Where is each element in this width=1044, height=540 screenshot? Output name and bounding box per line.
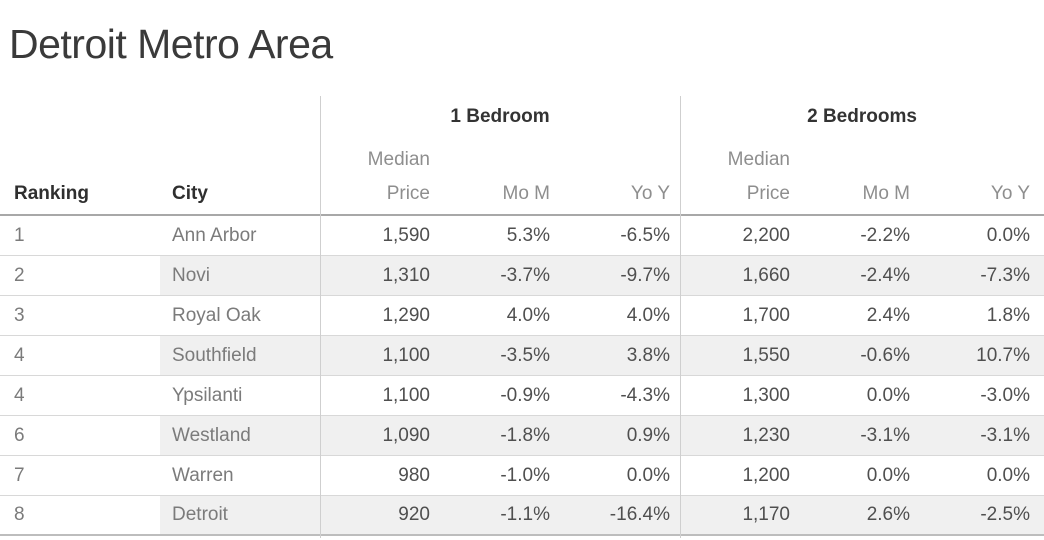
br2-yoy-cell: 0.0% xyxy=(986,224,1030,246)
br2-median-price-cell: 2,200 xyxy=(742,224,790,246)
br1-yoy-cell: 0.0% xyxy=(626,464,670,486)
br2-mom-cell: 0.0% xyxy=(866,464,910,486)
br2-yoy-cell: 10.7% xyxy=(920,336,1044,375)
br1-yoy-cell: 4.0% xyxy=(626,304,670,326)
column-header-br2-mom: Mo M xyxy=(862,183,911,204)
br2-median-price-cell: 1,230 xyxy=(680,416,800,455)
br2-mom-cell: 2.6% xyxy=(800,496,920,534)
br1-mom-cell: -3.7% xyxy=(440,256,560,295)
br1-median-price-cell: 1,100 xyxy=(382,384,430,406)
column-header-city: City xyxy=(172,183,208,204)
city-cell: Ypsilanti xyxy=(172,384,243,406)
br2-yoy-cell: -3.1% xyxy=(920,416,1044,455)
column-header-br1-mom: Mo M xyxy=(502,183,551,204)
ranking-cell: 7 xyxy=(0,456,160,495)
rent-table: 1 Bedroom 2 Bedrooms Ranking City Median… xyxy=(0,96,1044,536)
br1-yoy-cell: -9.7% xyxy=(560,256,680,295)
br1-median-price-cell: 980 xyxy=(398,464,430,486)
br2-yoy-cell: 1.8% xyxy=(986,304,1030,326)
br1-mom-cell: -3.5% xyxy=(440,336,560,375)
city-cell: Southfield xyxy=(160,336,320,375)
br1-mom-cell: -1.8% xyxy=(440,416,560,455)
city-cell: Novi xyxy=(160,256,320,295)
br1-yoy-cell: -16.4% xyxy=(560,496,680,534)
ranking-cell: 4 xyxy=(0,336,160,375)
city-cell: Royal Oak xyxy=(172,304,261,326)
br1-yoy-cell: -4.3% xyxy=(620,384,670,406)
br2-yoy-cell: -3.0% xyxy=(980,384,1030,406)
ranking-cell: 2 xyxy=(0,256,160,295)
page-title: Detroit Metro Area xyxy=(9,21,333,67)
table-row: 4 Ypsilanti 1,100 -0.9% -4.3% 1,300 0.0%… xyxy=(0,376,1044,416)
ranking-cell: 1 xyxy=(0,216,160,255)
br1-yoy-cell: -6.5% xyxy=(620,224,670,246)
br2-median-price-cell: 1,200 xyxy=(742,464,790,486)
median-label-line1: Median xyxy=(367,149,430,170)
br1-mom-cell: 5.3% xyxy=(506,224,550,246)
city-cell: Warren xyxy=(172,464,234,486)
br1-mom-cell: -1.1% xyxy=(440,496,560,534)
ranking-cell: 8 xyxy=(0,496,160,534)
br2-mom-cell: 0.0% xyxy=(866,384,910,406)
br1-median-price-cell: 1,290 xyxy=(382,304,430,326)
city-cell: Ann Arbor xyxy=(172,224,257,246)
column-header-br1-yoy: Yo Y xyxy=(630,183,670,204)
table-row: 7 Warren 980 -1.0% 0.0% 1,200 0.0% 0.0% xyxy=(0,456,1044,496)
br1-mom-cell: -0.9% xyxy=(500,384,550,406)
br1-median-price-cell: 1,590 xyxy=(382,224,430,246)
br1-yoy-cell: 0.9% xyxy=(560,416,680,455)
group-header-1-bedroom: 1 Bedroom xyxy=(450,106,550,127)
column-divider xyxy=(680,96,681,538)
ranking-cell: 3 xyxy=(0,296,160,335)
table-row: 2 Novi 1,310 -3.7% -9.7% 1,660 -2.4% -7.… xyxy=(0,256,1044,296)
group-header-2-bedrooms: 2 Bedrooms xyxy=(807,106,917,127)
column-header-ranking: Ranking xyxy=(14,183,89,204)
br2-median-price-cell: 1,550 xyxy=(680,336,800,375)
column-header-br2-yoy: Yo Y xyxy=(990,183,1030,204)
br1-median-price-cell: 1,100 xyxy=(320,336,440,375)
br2-mom-cell: -0.6% xyxy=(800,336,920,375)
table-row: 6 Westland 1,090 -1.8% 0.9% 1,230 -3.1% … xyxy=(0,416,1044,456)
br2-median-price-cell: 1,660 xyxy=(680,256,800,295)
br2-mom-cell: 2.4% xyxy=(866,304,910,326)
group-header-spacer xyxy=(0,106,320,128)
ranking-cell: 4 xyxy=(0,376,160,415)
city-cell: Westland xyxy=(160,416,320,455)
br2-yoy-cell: -7.3% xyxy=(920,256,1044,295)
table-header: 1 Bedroom 2 Bedrooms Ranking City Median… xyxy=(0,96,1044,216)
group-header-row: 1 Bedroom 2 Bedrooms xyxy=(0,96,1044,128)
median-label-line1: Median xyxy=(727,149,790,170)
table-row: 3 Royal Oak 1,290 4.0% 4.0% 1,700 2.4% 1… xyxy=(0,296,1044,336)
column-divider xyxy=(320,96,321,538)
br1-median-price-cell: 1,310 xyxy=(320,256,440,295)
br2-mom-cell: -3.1% xyxy=(800,416,920,455)
br1-median-price-cell: 920 xyxy=(320,496,440,534)
table-row: 4 Southfield 1,100 -3.5% 3.8% 1,550 -0.6… xyxy=(0,336,1044,376)
column-header-br1-median-price: Median Price xyxy=(320,143,440,211)
br1-mom-cell: -1.0% xyxy=(500,464,550,486)
median-label-line2: Price xyxy=(746,183,790,204)
br2-median-price-cell: 1,170 xyxy=(680,496,800,534)
city-cell: Detroit xyxy=(160,496,320,534)
column-header-row: Ranking City Median Price Mo M Yo Y Medi… xyxy=(0,143,1044,211)
column-header-br2-median-price: Median Price xyxy=(680,143,800,211)
br1-mom-cell: 4.0% xyxy=(506,304,550,326)
br1-yoy-cell: 3.8% xyxy=(560,336,680,375)
median-label-line2: Price xyxy=(386,183,430,204)
br2-mom-cell: -2.4% xyxy=(800,256,920,295)
table-row: 1 Ann Arbor 1,590 5.3% -6.5% 2,200 -2.2%… xyxy=(0,216,1044,256)
br2-yoy-cell: -2.5% xyxy=(920,496,1044,534)
ranking-cell: 6 xyxy=(0,416,160,455)
table-row: 8 Detroit 920 -1.1% -16.4% 1,170 2.6% -2… xyxy=(0,496,1044,536)
br2-median-price-cell: 1,700 xyxy=(742,304,790,326)
br2-mom-cell: -2.2% xyxy=(860,224,910,246)
br2-median-price-cell: 1,300 xyxy=(742,384,790,406)
br2-yoy-cell: 0.0% xyxy=(986,464,1030,486)
br1-median-price-cell: 1,090 xyxy=(320,416,440,455)
